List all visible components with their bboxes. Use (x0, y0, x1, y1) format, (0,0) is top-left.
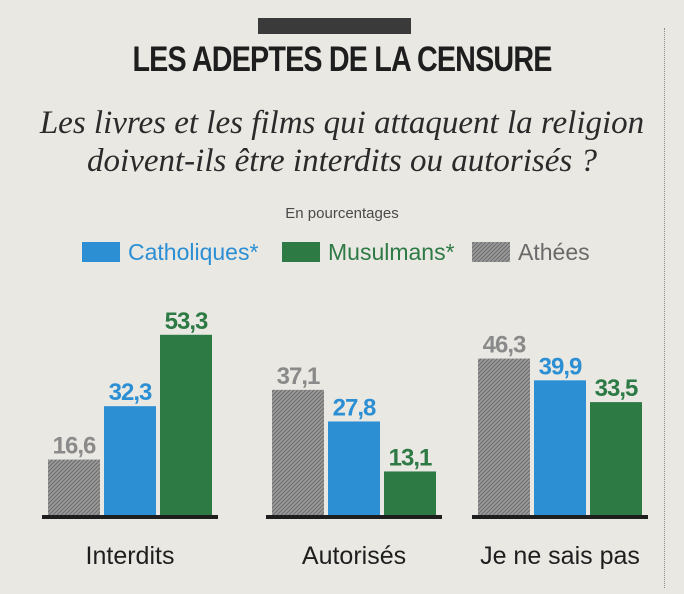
data-label-je-ne-sais-pas-musulmans: 33,5 (595, 375, 638, 402)
bar-interdits-catholiques (104, 406, 156, 516)
data-label-autorises-athees: 37,1 (277, 363, 320, 390)
legend-label-athees: Athées (518, 239, 590, 265)
bar-interdits-athees (48, 459, 100, 516)
column-divider (664, 28, 665, 588)
data-label-interdits-athees: 16,6 (53, 433, 96, 460)
legend-swatch-athees (472, 242, 510, 262)
data-label-je-ne-sais-pas-athees: 46,3 (483, 332, 526, 359)
legend-swatch-catholiques (82, 242, 120, 262)
decorative-top-bar (258, 18, 411, 34)
legend-label-catholiques: Catholiques* (128, 239, 258, 265)
data-label-autorises-catholiques: 27,8 (333, 394, 376, 421)
bar-je-ne-sais-pas-musulmans (590, 402, 642, 516)
data-label-je-ne-sais-pas-catholiques: 39,9 (539, 353, 582, 380)
chart-title: LES ADEPTES DE LA CENSURE (132, 40, 552, 79)
category-label-interdits: Interdits (86, 542, 175, 570)
legend-label-musulmans: Musulmans* (328, 239, 455, 265)
data-label-interdits-musulmans: 53,3 (165, 308, 208, 335)
bar-autorises-catholiques (328, 421, 380, 516)
category-label-je-ne-sais-pas: Je ne sais pas (480, 542, 640, 570)
subtitle-line-1: Les livres et les films qui attaquent la… (39, 105, 645, 141)
chart-subtitle: Les livres et les films qui attaquent la… (0, 104, 684, 180)
legend-swatch-musulmans (282, 242, 320, 262)
bar-autorises-athees (272, 389, 324, 516)
data-label-autorises-musulmans: 13,1 (389, 444, 432, 471)
bar-interdits-musulmans (160, 334, 212, 516)
category-label-autorises: Autorisés (302, 542, 406, 570)
subtitle-line-2: doivent-ils être interdits ou autorisés … (87, 143, 597, 179)
data-label-interdits-catholiques: 32,3 (109, 379, 152, 406)
bar-je-ne-sais-pas-athees (478, 358, 530, 516)
chart-note: En pourcentages (285, 205, 398, 222)
bar-autorises-musulmans (384, 471, 436, 516)
bar-je-ne-sais-pas-catholiques (534, 380, 586, 516)
